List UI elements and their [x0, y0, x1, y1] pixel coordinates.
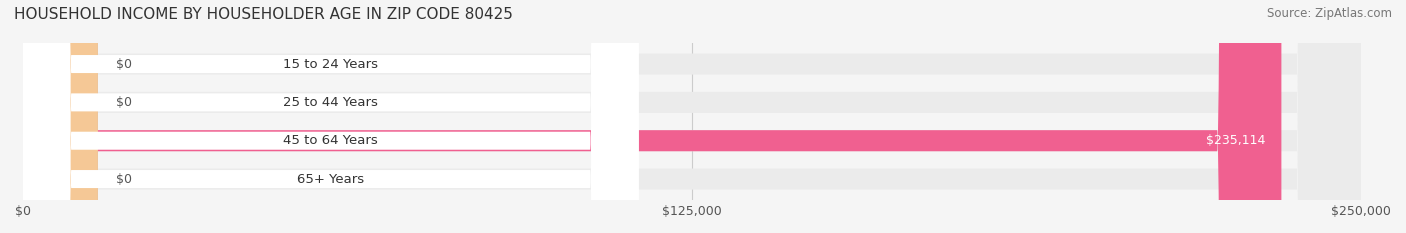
FancyBboxPatch shape [22, 0, 1361, 233]
Text: 25 to 44 Years: 25 to 44 Years [284, 96, 378, 109]
Text: $0: $0 [117, 58, 132, 71]
FancyBboxPatch shape [22, 0, 1361, 233]
Text: $235,114: $235,114 [1206, 134, 1265, 147]
FancyBboxPatch shape [22, 0, 638, 233]
FancyBboxPatch shape [22, 0, 98, 233]
FancyBboxPatch shape [22, 0, 638, 233]
Text: 45 to 64 Years: 45 to 64 Years [284, 134, 378, 147]
Text: 15 to 24 Years: 15 to 24 Years [283, 58, 378, 71]
Text: Source: ZipAtlas.com: Source: ZipAtlas.com [1267, 7, 1392, 20]
Text: $0: $0 [117, 96, 132, 109]
FancyBboxPatch shape [22, 0, 638, 233]
Text: 65+ Years: 65+ Years [297, 173, 364, 185]
FancyBboxPatch shape [22, 0, 98, 233]
Text: $0: $0 [117, 173, 132, 185]
Text: HOUSEHOLD INCOME BY HOUSEHOLDER AGE IN ZIP CODE 80425: HOUSEHOLD INCOME BY HOUSEHOLDER AGE IN Z… [14, 7, 513, 22]
FancyBboxPatch shape [22, 0, 1281, 233]
FancyBboxPatch shape [22, 0, 98, 233]
FancyBboxPatch shape [22, 0, 1361, 233]
FancyBboxPatch shape [22, 0, 1361, 233]
FancyBboxPatch shape [22, 0, 638, 233]
